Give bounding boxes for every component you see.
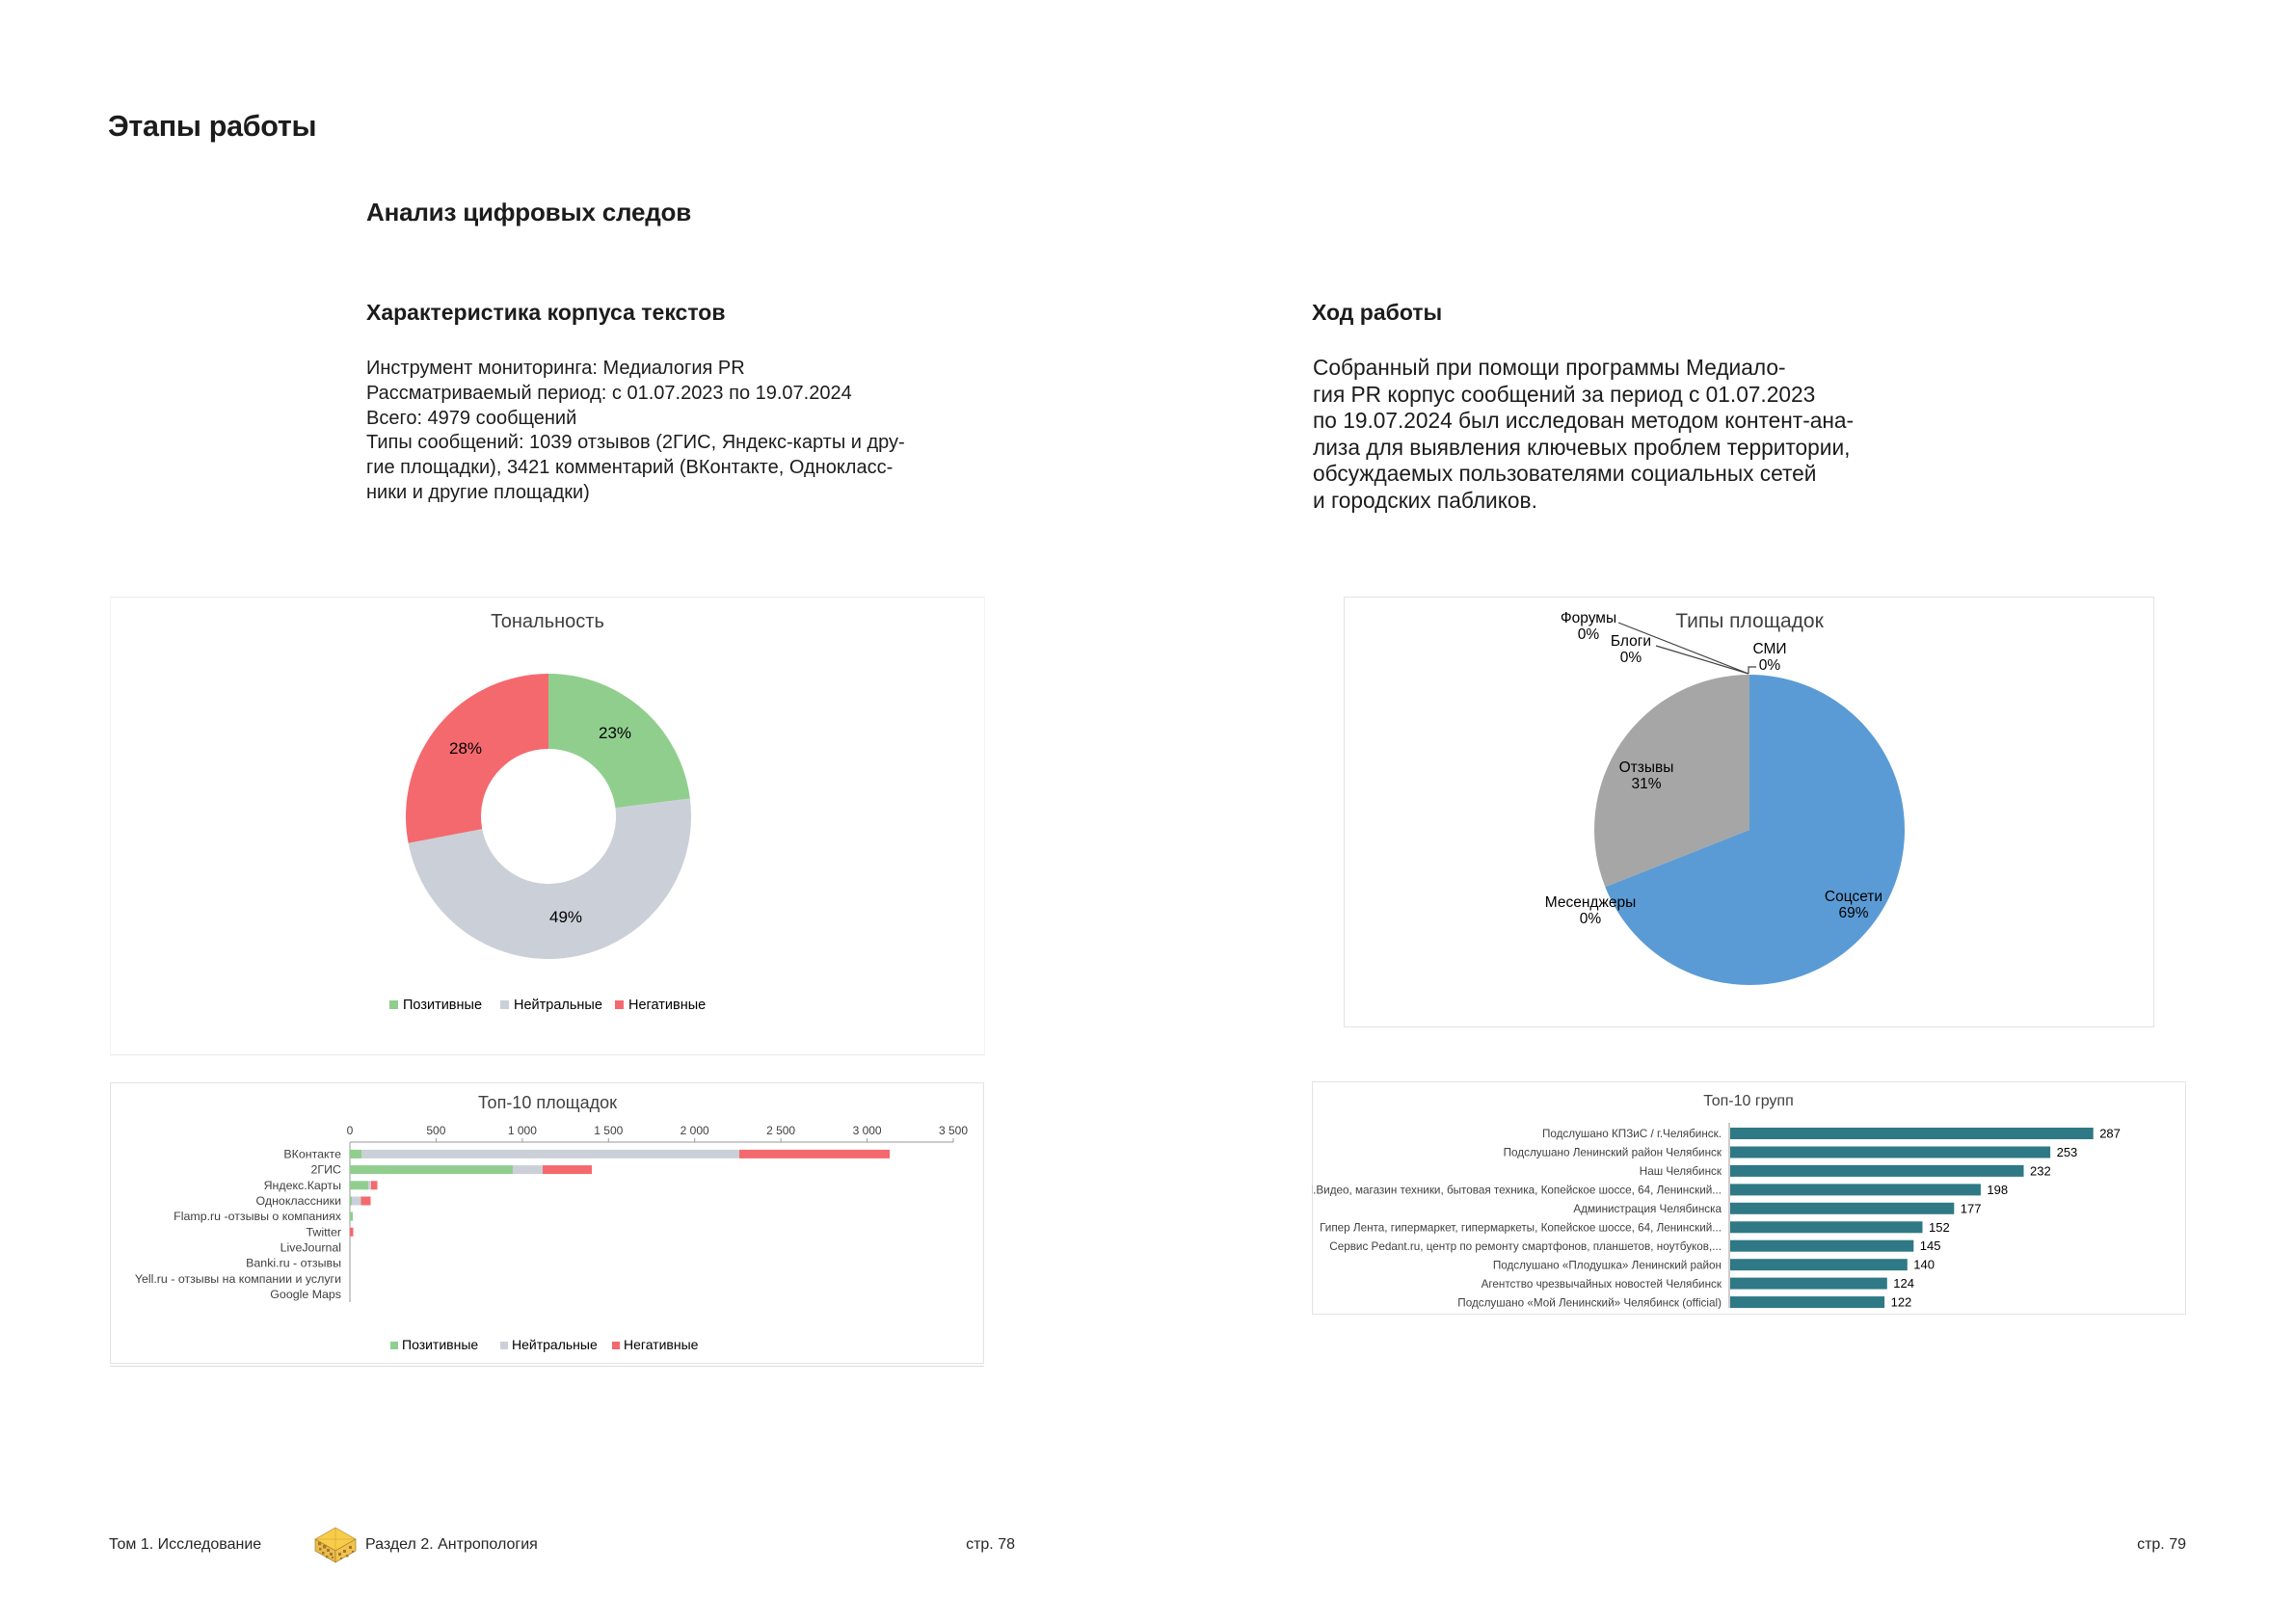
- svg-text:Подслушано «Мой Ленинский» Чел: Подслушано «Мой Ленинский» Челябинск (of…: [1457, 1296, 1722, 1309]
- svg-text:Месенджеры: Месенджеры: [1545, 894, 1636, 911]
- svg-text:ВКонтакте: ВКонтакте: [283, 1147, 341, 1160]
- svg-text:3 000: 3 000: [853, 1124, 882, 1137]
- svg-text:1 500: 1 500: [594, 1124, 623, 1137]
- svg-text:1 000: 1 000: [508, 1124, 537, 1137]
- svg-text:Google Maps: Google Maps: [270, 1288, 341, 1301]
- svg-text:124: 124: [1893, 1276, 1914, 1291]
- svg-text:140: 140: [1913, 1258, 1935, 1272]
- svg-text:Топ-10 площадок: Топ-10 площадок: [478, 1093, 617, 1112]
- svg-text:49%: 49%: [549, 908, 582, 926]
- svg-text:2ГИС: 2ГИС: [311, 1163, 342, 1177]
- svg-text:Нейтральные: Нейтральные: [514, 998, 602, 1013]
- svg-text:Администрация Челябинска: Администрация Челябинска: [1573, 1203, 1722, 1215]
- svg-text:Сервис Pedant.ru, центр по рем: Сервис Pedant.ru, центр по ремонту смарт…: [1329, 1240, 1722, 1253]
- svg-text:Banki.ru - отзывы: Banki.ru - отзывы: [246, 1257, 341, 1270]
- svg-text:287: 287: [2099, 1127, 2121, 1141]
- svg-text:Отзывы: Отзывы: [1619, 759, 1674, 776]
- svg-text:Типы площадок: Типы площадок: [1675, 610, 1824, 632]
- svg-text:0: 0: [347, 1124, 354, 1137]
- svg-text:152: 152: [1929, 1220, 1950, 1235]
- svg-text:Негативные: Негативные: [628, 998, 706, 1013]
- svg-text:Гипер Лента, гипермаркет, гипе: Гипер Лента, гипермаркет, гипермаркеты, …: [1320, 1222, 1722, 1235]
- svg-text:2 000: 2 000: [681, 1124, 709, 1137]
- svg-text:Форумы: Форумы: [1561, 610, 1616, 626]
- svg-text:3 500: 3 500: [939, 1124, 968, 1137]
- svg-text:Яндекс.Карты: Яндекс.Карты: [264, 1179, 342, 1192]
- svg-text:122: 122: [1891, 1295, 1912, 1310]
- svg-text:0%: 0%: [1578, 626, 1600, 643]
- svg-text:69%: 69%: [1838, 905, 1868, 921]
- svg-text:2 500: 2 500: [766, 1124, 795, 1137]
- svg-text:Наш Челябинск: Наш Челябинск: [1640, 1165, 1722, 1178]
- svg-text:232: 232: [2030, 1163, 2051, 1178]
- svg-text:Соцсети: Соцсети: [1825, 889, 1882, 905]
- svg-text:0%: 0%: [1759, 657, 1781, 674]
- svg-text:Негативные: Негативные: [624, 1337, 699, 1352]
- svg-text:Тональность: Тональность: [491, 611, 604, 632]
- svg-text:Подслушано «Плодушка» Ленински: Подслушано «Плодушка» Ленинский район: [1493, 1259, 1722, 1271]
- svg-text:28%: 28%: [449, 739, 482, 758]
- svg-text:Позитивные: Позитивные: [403, 998, 482, 1013]
- svg-text:Yell.ru - отзывы на компании и: Yell.ru - отзывы на компании и услуги: [135, 1272, 341, 1286]
- svg-text:0%: 0%: [1580, 911, 1602, 927]
- svg-text:Flamp.ru -отзывы о компаниях: Flamp.ru -отзывы о компаниях: [174, 1210, 342, 1223]
- svg-text:145: 145: [1920, 1238, 1941, 1253]
- svg-text:Нейтральные: Нейтральные: [512, 1337, 598, 1352]
- svg-text:Подслушано Ленинский район Чел: Подслушано Ленинский район Челябинск: [1504, 1147, 1722, 1159]
- svg-text:23%: 23%: [599, 724, 631, 742]
- svg-text:253: 253: [2057, 1145, 2078, 1159]
- svg-text:Позитивные: Позитивные: [402, 1337, 478, 1352]
- svg-text:0%: 0%: [1620, 650, 1642, 666]
- svg-text:198: 198: [1987, 1183, 2008, 1197]
- svg-text:Одноклассники: Одноклассники: [255, 1194, 341, 1208]
- svg-text:31%: 31%: [1631, 776, 1661, 792]
- svg-text:Twitter: Twitter: [307, 1225, 342, 1238]
- svg-text:Агентство чрезвычайных новосте: Агентство чрезвычайных новостей Челябинс…: [1482, 1278, 1722, 1291]
- svg-text:177: 177: [1961, 1201, 1982, 1215]
- svg-text:500: 500: [426, 1124, 445, 1137]
- svg-text:Подслушано КПЗиС / г.Челябинск: Подслушано КПЗиС / г.Челябинск.: [1542, 1128, 1722, 1140]
- svg-text:Блоги: Блоги: [1611, 633, 1651, 650]
- svg-text:М.Видео, магазин техники, быт: М.Видео, магазин техники, бытовая техник…: [1312, 1185, 1722, 1197]
- svg-text:Топ-10 групп: Топ-10 групп: [1703, 1093, 1794, 1109]
- svg-text:СМИ: СМИ: [1752, 641, 1786, 657]
- svg-text:LiveJournal: LiveJournal: [280, 1241, 341, 1255]
